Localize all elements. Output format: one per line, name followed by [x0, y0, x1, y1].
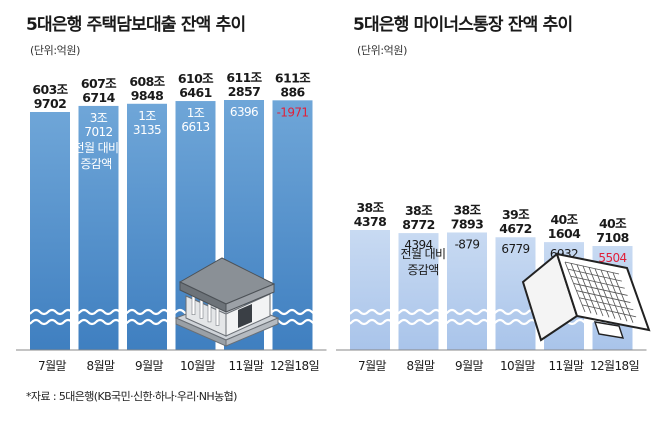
category-label: 9월말 — [455, 359, 483, 373]
category-label: 8월말 — [407, 359, 435, 373]
category-label: 12월18일 — [270, 359, 319, 373]
change-label: -1971 — [277, 105, 309, 119]
value-label: 2857 — [228, 84, 260, 99]
category-label: 11월말 — [549, 359, 585, 373]
value-label: 610조 — [178, 71, 214, 86]
category-label: 10월말 — [500, 359, 536, 373]
value-label: 611조 — [275, 70, 311, 85]
change-note: 전월 대비 — [74, 141, 119, 155]
value-label: 38조 — [356, 200, 384, 215]
bar-9월말 — [127, 103, 167, 350]
value-label: 611조 — [226, 70, 262, 85]
category-label: 12월18일 — [590, 359, 639, 373]
change-label: 6613 — [181, 120, 209, 134]
unit-label: (단위:억원) — [357, 44, 407, 57]
bank-building-icon — [174, 257, 280, 347]
value-label: 7893 — [451, 216, 483, 231]
value-label: 40조 — [550, 212, 578, 227]
change-note: 증감액 — [80, 157, 111, 171]
value-label: 6714 — [82, 90, 115, 105]
category-label: 10월말 — [180, 359, 216, 373]
value-label: 603조 — [32, 82, 68, 97]
value-label: 607조 — [81, 76, 117, 91]
value-label: 9702 — [34, 96, 66, 111]
value-label: 6461 — [179, 85, 211, 100]
change-note: 전월 대비 — [401, 247, 446, 261]
value-label: 4378 — [354, 214, 386, 229]
value-label: 39조 — [502, 207, 530, 222]
value-label: 9848 — [131, 88, 163, 103]
chart-title: 5대은행 주택담보대출 잔액 추이 — [26, 15, 246, 35]
change-label: 3135 — [133, 123, 161, 137]
change-label: 5504 — [598, 251, 626, 265]
bar-7월말 — [30, 112, 70, 350]
overdraft-plot: 38조43787월말38조877243948월말38조7893-8799월말39… — [335, 200, 654, 373]
value-label: 608조 — [129, 74, 165, 89]
bar-9월말 — [447, 232, 487, 350]
chart-title: 5대은행 마이너스통장 잔액 추이 — [353, 15, 573, 35]
value-label: 1604 — [548, 226, 581, 241]
change-note: 증감액 — [407, 263, 438, 277]
bar-7월말 — [350, 230, 390, 350]
bar-12월18일 — [272, 100, 313, 351]
laptop-icon — [521, 252, 651, 342]
change-label: 6396 — [230, 105, 258, 119]
change-label: 1조 — [138, 109, 156, 123]
overdraft-chart: 5대은행 마이너스통장 잔액 추이 (단위:억원) 38조 4378 7월말 38조 8… — [327, 0, 654, 380]
mortgage-chart: 5대은행 주택담보대출 잔액 추이 (단위:억원) 603조 9702 7월말 607… — [0, 0, 327, 380]
change-label: 6779 — [501, 242, 529, 256]
value-label: 886 — [280, 84, 305, 99]
unit-label: (단위:억원) — [30, 44, 80, 57]
value-label: 38조 — [453, 202, 481, 217]
value-label: 7108 — [596, 230, 628, 245]
category-label: 9월말 — [135, 359, 163, 373]
value-label: 40조 — [599, 216, 627, 231]
category-label: 7월말 — [358, 359, 386, 373]
category-label: 7월말 — [38, 359, 66, 373]
value-label: 4672 — [499, 221, 531, 236]
mortgage-plot: 603조97027월말607조67143조70128월말608조98481조31… — [15, 70, 327, 373]
change-label: 7012 — [84, 125, 112, 139]
category-label: 11월말 — [229, 359, 265, 373]
change-label: 3조 — [90, 111, 108, 125]
source-note: *자료 : 5대은행(KB국민·신한·하나·우리·NH농협) — [26, 390, 237, 403]
change-label: 1조 — [187, 106, 205, 120]
value-label: 8772 — [402, 217, 434, 232]
bar-8월말 — [398, 233, 439, 350]
category-label: 8월말 — [87, 359, 115, 373]
value-label: 38조 — [405, 203, 433, 218]
axis-break-line — [15, 308, 327, 316]
change-label: -879 — [455, 237, 480, 251]
change-label: 4394 — [404, 238, 432, 252]
